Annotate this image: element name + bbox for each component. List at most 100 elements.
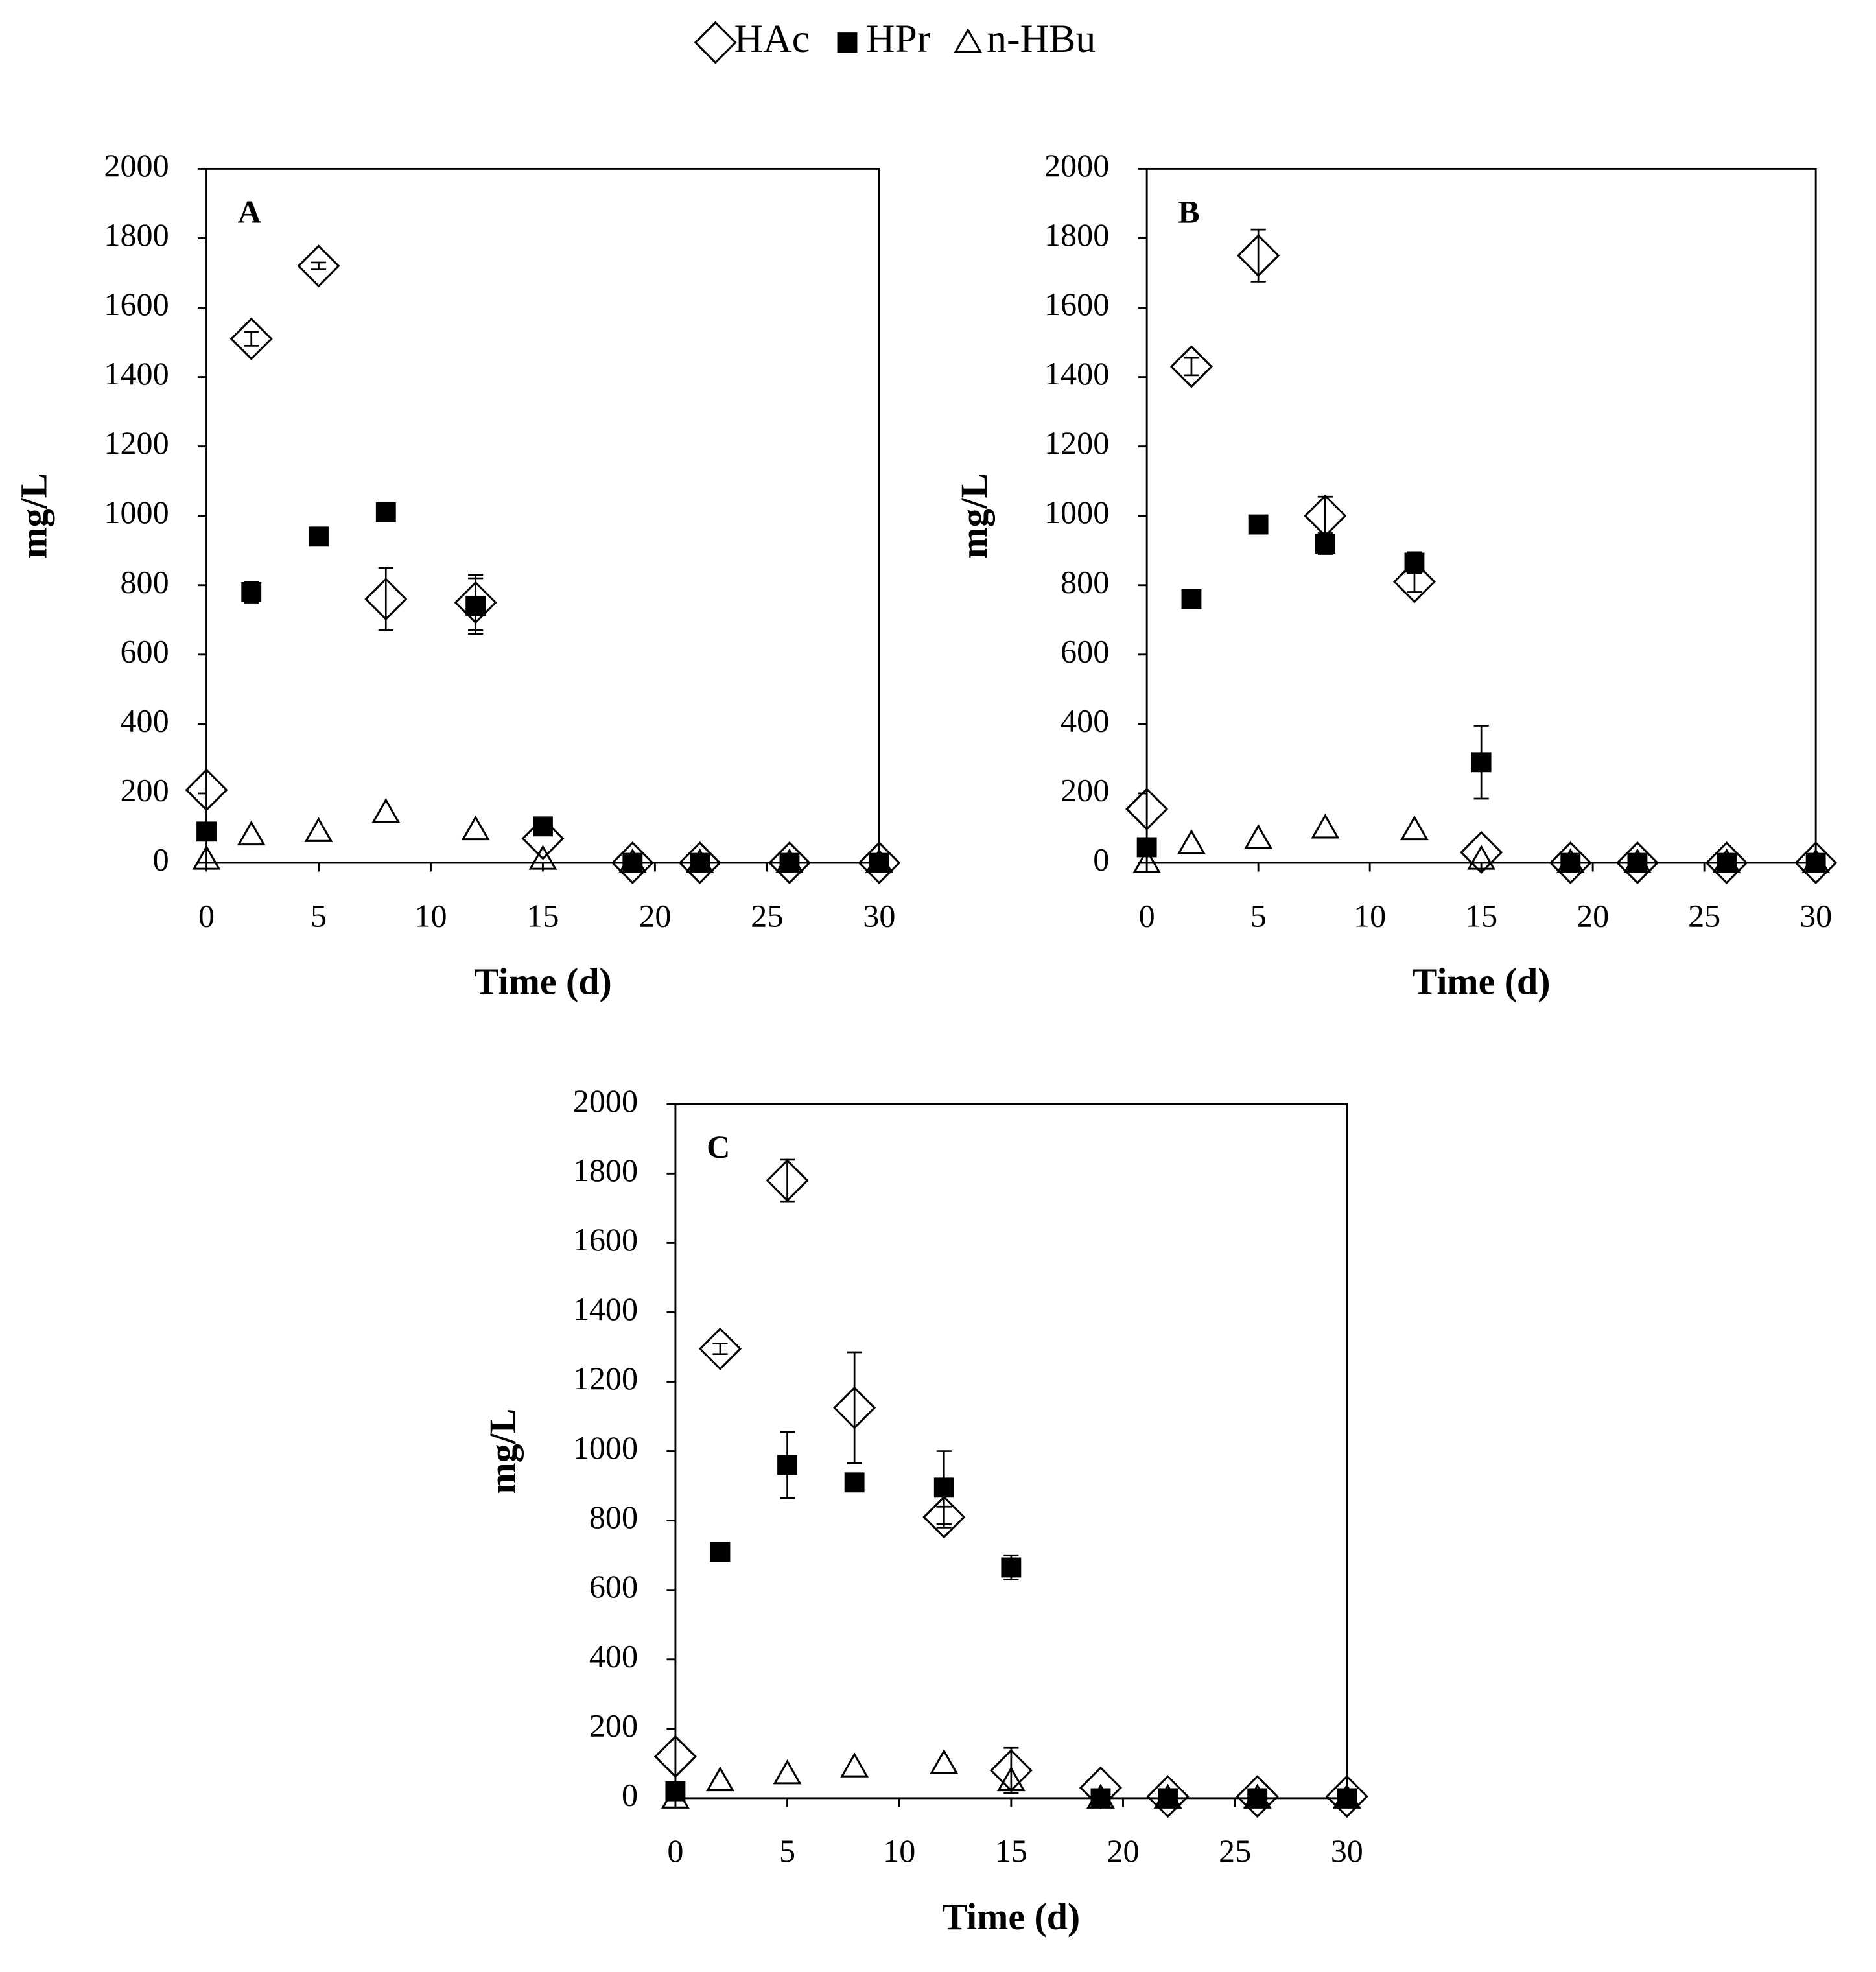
data-point <box>1460 830 1503 874</box>
data-point <box>768 841 812 885</box>
error-bar <box>1184 357 1199 377</box>
data-point <box>1001 1557 1022 1578</box>
panel-label: B <box>1178 193 1199 229</box>
x-tick-label: 5 <box>1250 897 1267 933</box>
legend-label: n-HBu <box>987 17 1096 61</box>
y-tick-label: 800 <box>120 563 169 600</box>
data-point <box>375 502 396 522</box>
data-point <box>1315 534 1335 554</box>
data-point <box>1243 1783 1272 1809</box>
error-bar <box>712 1343 728 1356</box>
y-tick-label: 1000 <box>573 1429 638 1466</box>
y-tick-label: 1800 <box>104 217 169 253</box>
data-point <box>922 1496 966 1539</box>
y-tick-label: 0 <box>622 1776 638 1813</box>
data-point <box>297 244 340 288</box>
x-axis-label: Time (d) <box>943 1896 1081 1938</box>
y-tick-label: 2000 <box>1044 147 1109 183</box>
data-point <box>1136 837 1157 858</box>
data-point <box>364 578 408 621</box>
data-point <box>1169 345 1213 388</box>
legend-marker <box>694 21 737 64</box>
data-point <box>1400 815 1429 841</box>
y-tick-label: 400 <box>589 1637 638 1674</box>
x-axis-label: Time (d) <box>474 960 612 1002</box>
error-bar <box>378 567 393 631</box>
panel: 0 200 400 600 800 1000 1200 1400 1600 1800 2000 0 5 1… <box>12 147 901 1002</box>
y-tick-label: 400 <box>120 702 169 738</box>
data-point <box>858 841 901 885</box>
data-point <box>930 1748 959 1774</box>
x-tick-label: 15 <box>526 897 559 933</box>
data-point <box>185 768 228 812</box>
data-point <box>309 526 329 547</box>
data-point <box>1248 514 1269 535</box>
x-tick-label: 5 <box>311 897 327 933</box>
x-tick-label: 15 <box>1465 897 1497 933</box>
legend-label: HAc <box>734 17 810 61</box>
x-tick-label: 0 <box>1139 897 1155 933</box>
data-point <box>1237 234 1280 277</box>
y-tick-label: 0 <box>1093 841 1109 878</box>
data-point <box>840 1752 869 1778</box>
x-tick-label: 30 <box>1800 897 1832 933</box>
plot-frame <box>205 167 880 864</box>
data-point <box>1471 752 1492 773</box>
plot-frame <box>674 1103 1348 1800</box>
y-tick-label: 1600 <box>573 1221 638 1258</box>
data-point <box>766 1159 809 1203</box>
error-bar <box>847 1351 862 1464</box>
data-point <box>192 845 221 870</box>
panel: 0 200 400 600 800 1000 1200 1400 1600 1800 2000 0 5 1… <box>953 147 1838 1002</box>
data-point <box>1623 848 1652 874</box>
x-tick-label: 20 <box>1577 897 1609 933</box>
y-tick-label: 1200 <box>573 1360 638 1396</box>
data-point <box>1086 1783 1115 1809</box>
data-point <box>1236 1775 1279 1818</box>
data-point <box>1615 841 1659 885</box>
data-point <box>611 841 654 885</box>
data-point <box>371 797 401 823</box>
x-tick-label: 25 <box>1219 1833 1251 1869</box>
data-point <box>678 841 721 885</box>
data-point <box>706 1766 734 1792</box>
data-point <box>710 1542 731 1562</box>
y-tick-label: 1200 <box>104 425 169 461</box>
data-point <box>833 1386 876 1429</box>
y-axis-label: mg/L <box>953 473 995 559</box>
x-tick-label: 0 <box>667 1833 683 1869</box>
x-tick-label: 10 <box>414 897 447 933</box>
x-tick-label: 10 <box>1354 897 1386 933</box>
y-tick-label: 0 <box>153 841 169 878</box>
data-point <box>1132 848 1162 874</box>
data-point <box>1177 829 1206 854</box>
data-point <box>1125 787 1169 831</box>
data-point <box>775 848 804 874</box>
y-tick-label: 1200 <box>1044 425 1109 461</box>
y-tick-label: 600 <box>120 633 169 669</box>
data-point <box>698 1327 742 1370</box>
x-tick-label: 20 <box>639 897 671 933</box>
error-bar <box>1407 570 1422 593</box>
panel-label: C <box>707 1129 730 1165</box>
data-point <box>461 815 490 841</box>
y-tick-label: 1600 <box>1044 286 1109 322</box>
data-point <box>1549 841 1592 885</box>
data-point <box>304 817 333 842</box>
x-tick-label: 25 <box>1688 897 1720 933</box>
data-point <box>521 817 565 860</box>
error-bar <box>311 261 327 270</box>
data-point <box>241 582 262 602</box>
x-tick-label: 30 <box>1331 1833 1363 1869</box>
data-point <box>1146 1775 1190 1818</box>
x-axis-label: Time (d) <box>1413 960 1551 1002</box>
data-point <box>1467 845 1496 870</box>
legend-marker <box>837 32 858 53</box>
data-point <box>1332 1783 1361 1809</box>
x-tick-label: 5 <box>779 1833 795 1869</box>
data-point <box>1404 552 1425 573</box>
y-tick-label: 800 <box>1061 563 1109 600</box>
data-point <box>1244 824 1273 849</box>
